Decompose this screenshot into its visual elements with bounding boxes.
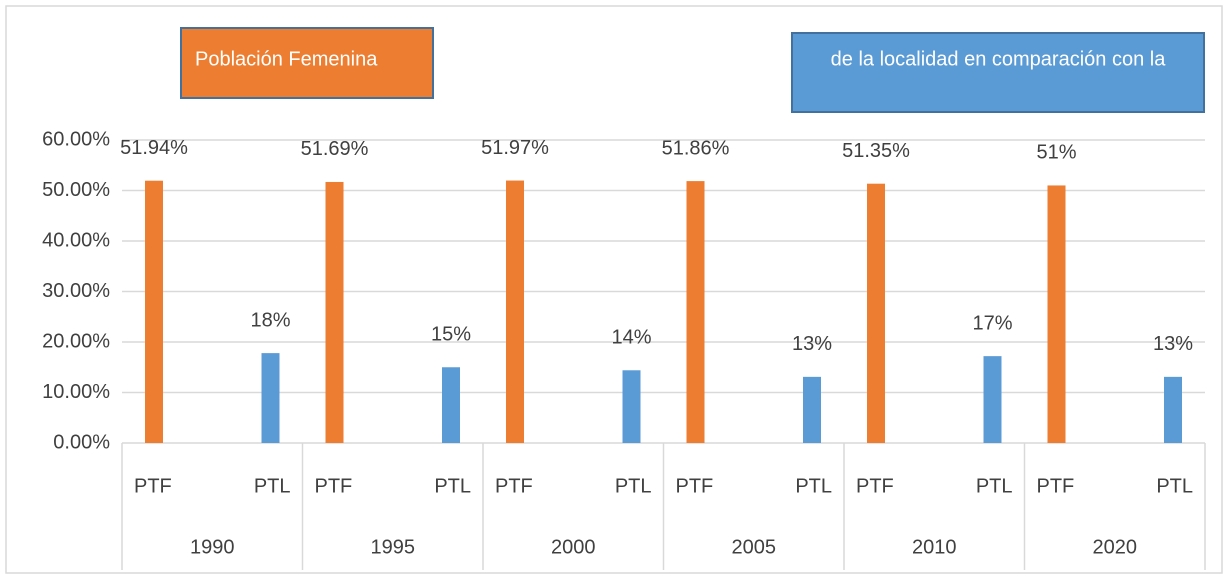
data-label: 51.86% — [662, 137, 730, 159]
bar — [261, 353, 280, 443]
bar — [145, 180, 163, 443]
y-tick-label: 40.00% — [42, 229, 110, 251]
x-tick-label: PTF — [1037, 475, 1075, 497]
bar — [442, 367, 460, 443]
x-group-label: 2005 — [732, 536, 777, 558]
data-label: 51.97% — [481, 137, 549, 159]
data-label: 13% — [1153, 333, 1193, 355]
y-tick-label: 50.00% — [42, 179, 110, 201]
annotation-box — [180, 27, 434, 99]
bar — [1164, 376, 1182, 443]
data-label: 15% — [431, 324, 471, 346]
x-tick-label: PTL — [795, 475, 832, 497]
data-label: 18% — [250, 309, 290, 331]
annotation: Población Femenina — [195, 48, 378, 70]
x-tick-label: PTL — [615, 475, 652, 497]
bar — [867, 183, 885, 443]
bar — [622, 370, 641, 443]
data-label: 17% — [972, 312, 1012, 334]
x-tick-label: PTL — [1156, 475, 1193, 497]
x-tick-label: PTF — [134, 475, 172, 497]
data-label: 51% — [1036, 142, 1076, 164]
bar — [506, 180, 524, 443]
x-group-label: 2020 — [1093, 536, 1138, 558]
data-label: 14% — [611, 327, 651, 349]
data-label: 13% — [792, 333, 832, 355]
x-tick-label: PTF — [495, 475, 533, 497]
x-tick-label: PTF — [676, 475, 714, 497]
x-tick-label: PTL — [976, 475, 1013, 497]
x-group-label: 1995 — [371, 536, 416, 558]
bar — [325, 181, 344, 443]
data-label: 51.94% — [120, 137, 188, 159]
y-tick-label: 0.00% — [53, 431, 110, 453]
bar — [983, 356, 1002, 443]
x-tick-label: PTL — [434, 475, 471, 497]
bar — [803, 376, 821, 443]
annotation: de la localidad en comparación con la — [831, 48, 1167, 70]
x-group-label: 2010 — [912, 536, 957, 558]
data-label: 51.69% — [301, 138, 369, 160]
y-tick-label: 30.00% — [42, 280, 110, 302]
bar — [1047, 185, 1066, 443]
x-group-label: 1990 — [190, 536, 235, 558]
y-tick-label: 20.00% — [42, 330, 110, 352]
x-tick-label: PTF — [856, 475, 894, 497]
bar — [686, 181, 705, 443]
x-group-label: 2000 — [551, 536, 596, 558]
y-tick-label: 60.00% — [42, 128, 110, 150]
x-tick-label: PTL — [254, 475, 291, 497]
y-tick-label: 10.00% — [42, 381, 110, 403]
annotation-box — [791, 32, 1205, 113]
x-tick-label: PTF — [315, 475, 353, 497]
data-label: 51.35% — [842, 140, 910, 162]
